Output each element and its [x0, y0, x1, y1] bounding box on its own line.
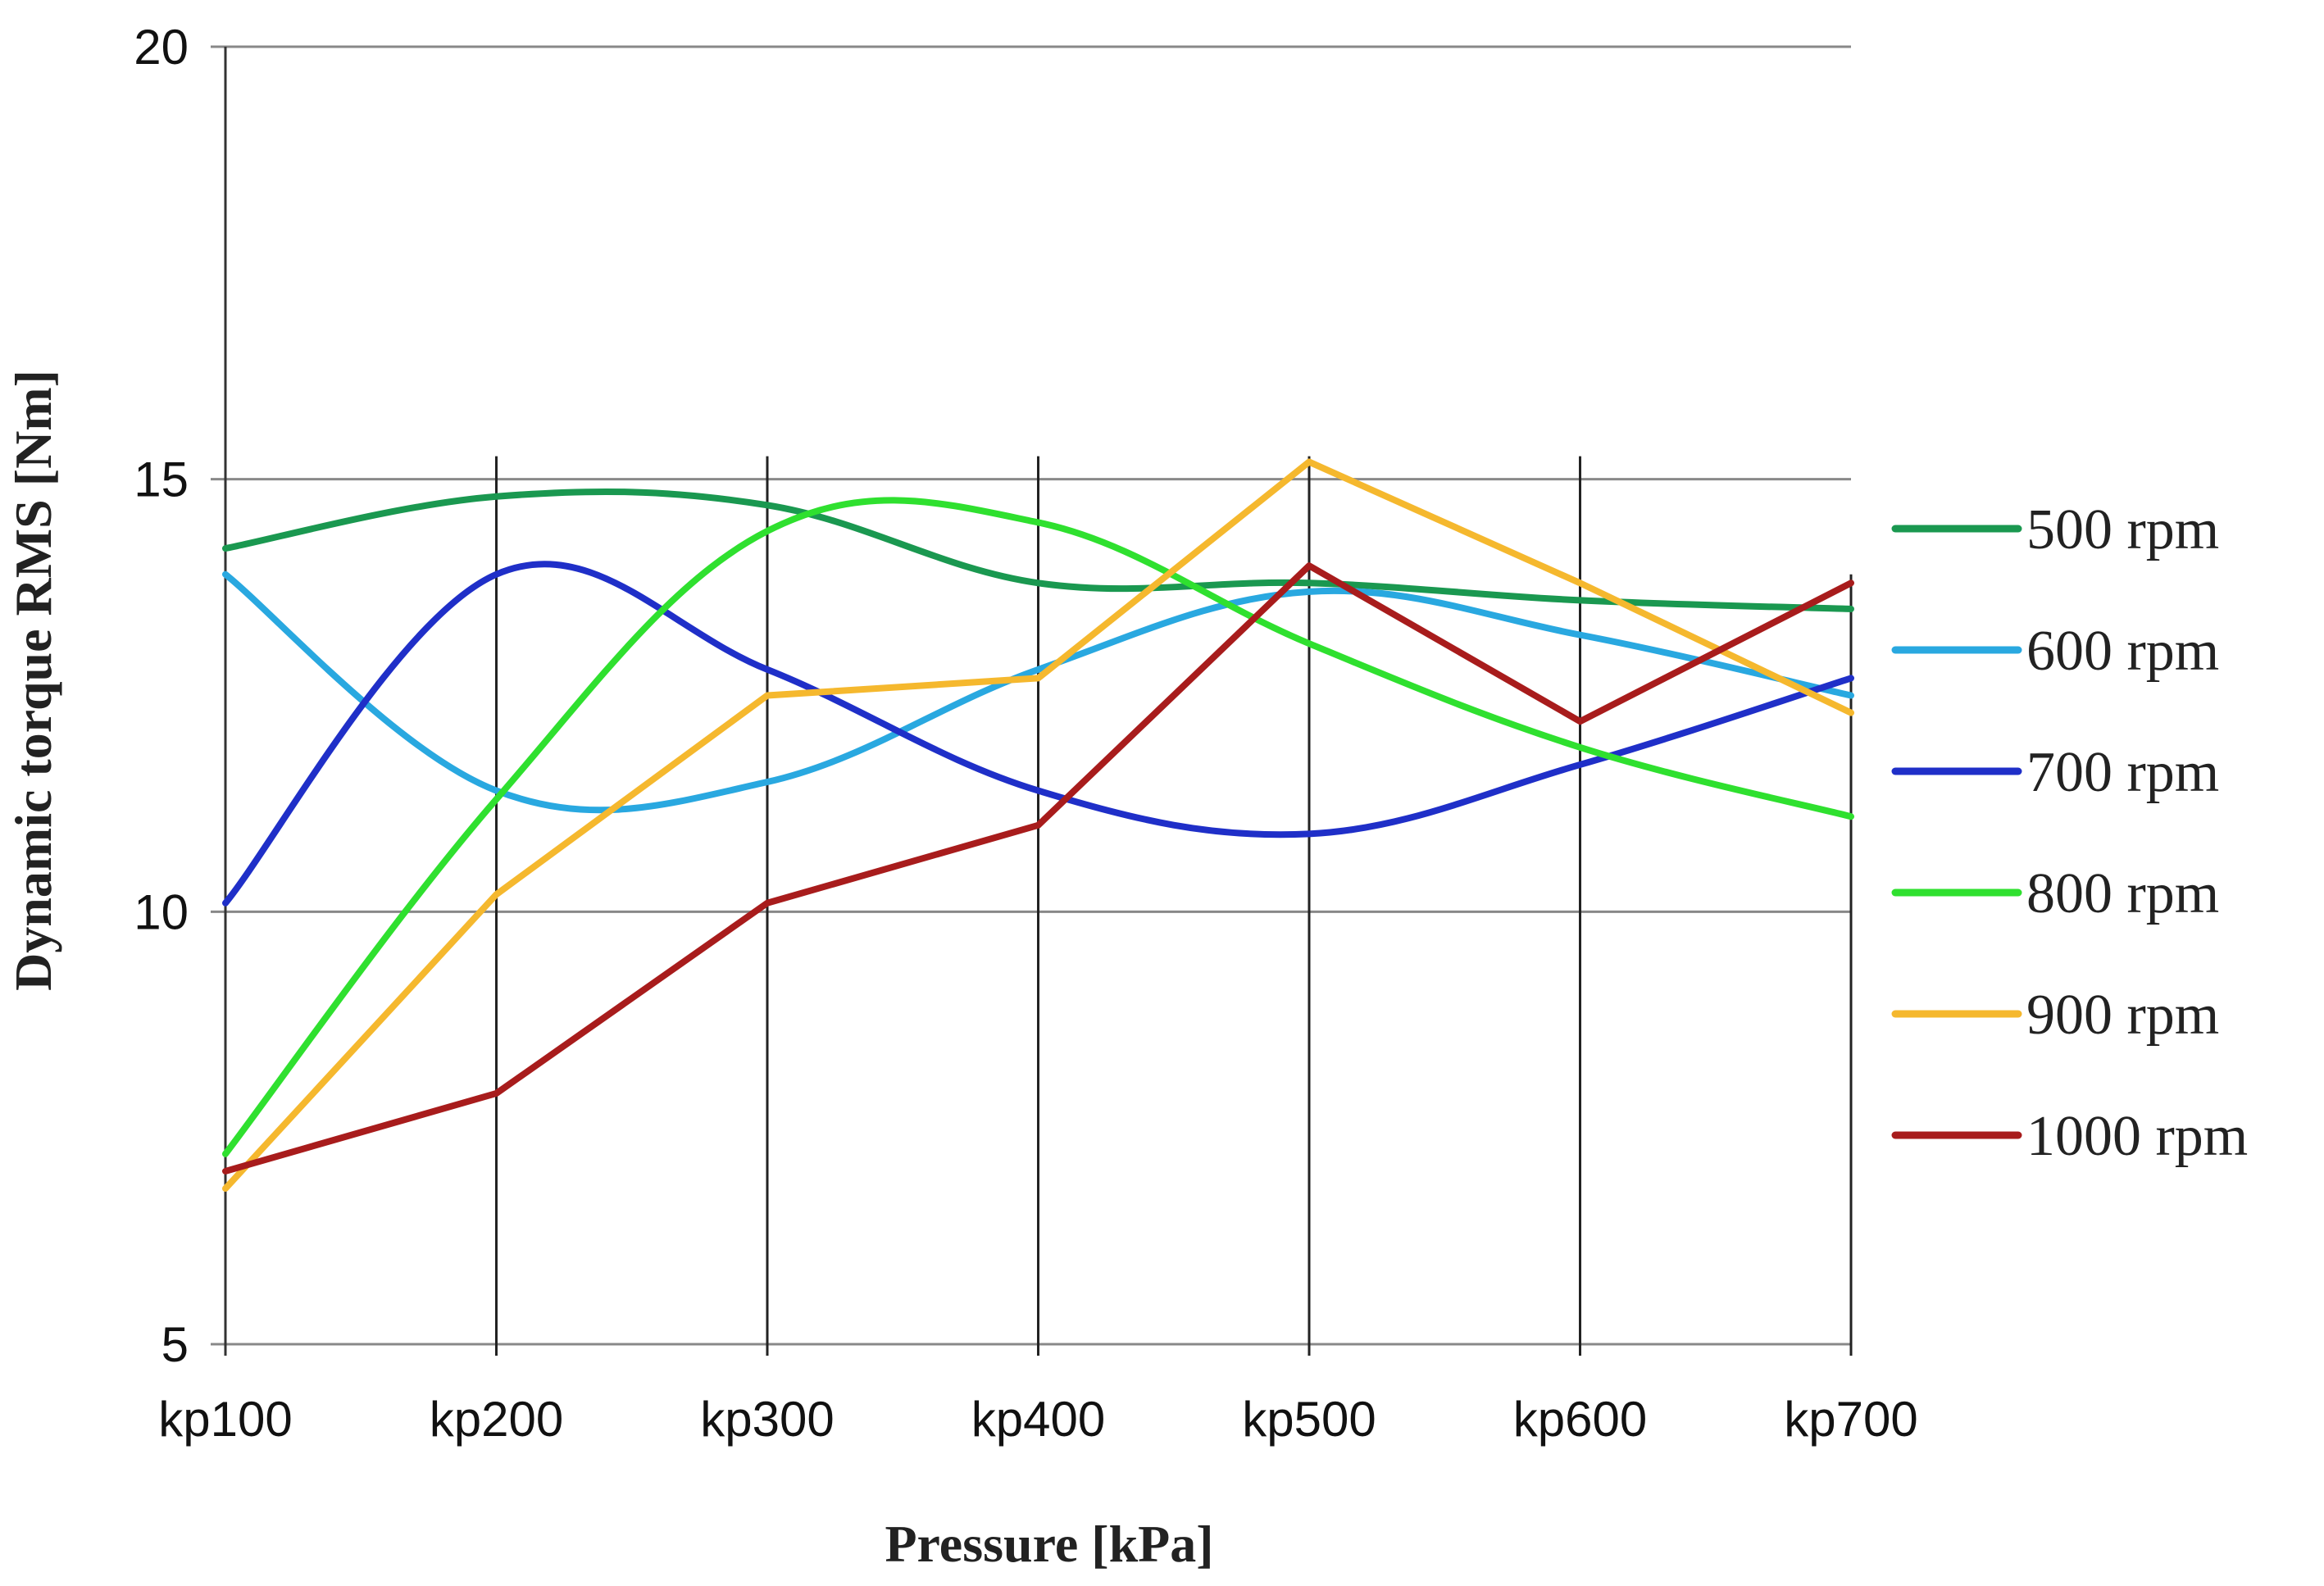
y-tick-label: 15	[134, 452, 189, 507]
x-tick-label: kp200	[430, 1392, 563, 1447]
x-tick-label: kp400	[971, 1392, 1105, 1447]
legend-label: 500 rpm	[2026, 498, 2219, 561]
y-axis-title: Dynamic torque RMS [Nm]	[4, 370, 62, 991]
tick-labels: 5 10 15 20 kp100 kp200 kp300 kp400 kp500 kp600 kp7…	[134, 20, 1917, 1447]
x-tick-label: kp600	[1513, 1392, 1647, 1447]
x-tick-label: kp500	[1242, 1392, 1376, 1447]
x-tick-label: kp100	[158, 1392, 292, 1447]
legend-label: 700 rpm	[2026, 741, 2219, 804]
series-line-800-rpm	[222, 497, 1854, 1157]
series-line-700-rpm	[222, 561, 1854, 907]
series-line-500-rpm	[222, 488, 1854, 612]
y-tick-label: 5	[161, 1317, 189, 1372]
legend: 500 rpm 600 rpm 700 rpm 800 rpm 900 rpm 1000 …	[1891, 498, 2248, 1168]
series-line-900-rpm	[222, 458, 1854, 1193]
x-tick-label: kp300	[700, 1392, 834, 1447]
series-line-600-rpm	[222, 570, 1854, 814]
legend-label: 1000 rpm	[2026, 1105, 2248, 1168]
series-line-1000-rpm	[222, 562, 1854, 1175]
y-tick-label: 20	[134, 20, 189, 75]
data-series	[222, 458, 1854, 1193]
grid-lines	[211, 45, 1853, 1356]
x-tick-label: kp700	[1784, 1392, 1917, 1447]
legend-label: 800 rpm	[2026, 862, 2219, 925]
legend-label: 900 rpm	[2026, 984, 2219, 1047]
y-tick-label: 10	[134, 884, 189, 939]
legend-label: 600 rpm	[2026, 620, 2219, 683]
x-axis-title: Pressure [kPa]	[885, 1515, 1213, 1573]
